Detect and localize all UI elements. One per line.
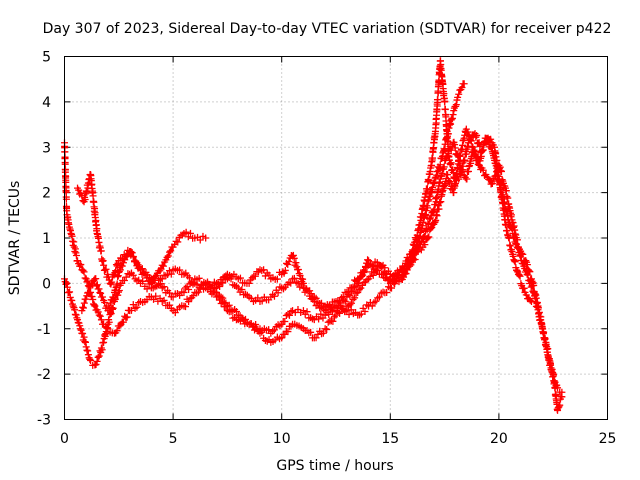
y-tick-label: -2	[37, 367, 51, 383]
x-tick-label: 0	[60, 431, 69, 447]
chart-title: Day 307 of 2023, Sidereal Day-to-day VTE…	[43, 21, 612, 37]
y-tick-label: 0	[42, 276, 51, 292]
plot-frame	[64, 56, 608, 420]
x-tick-label: 25	[599, 431, 617, 447]
x-tick-label: 5	[169, 431, 178, 447]
y-tick-label: 4	[42, 95, 51, 111]
y-tick-label: 3	[42, 140, 51, 156]
x-axis-label: GPS time / hours	[276, 458, 393, 474]
series-track-4	[78, 228, 210, 315]
series-markers	[74, 125, 535, 346]
x-tick-label: 10	[273, 431, 291, 447]
y-tick-label: 5	[42, 50, 51, 66]
y-tick-label: -1	[37, 322, 51, 338]
y-tick-label: 1	[42, 231, 51, 247]
series-markers	[78, 228, 210, 315]
series-markers	[213, 80, 468, 315]
series-track-5	[213, 80, 468, 315]
x-tick-label: 20	[490, 431, 508, 447]
y-tick-label: -3	[37, 413, 51, 429]
plot-area	[61, 57, 566, 414]
y-tick-label: 2	[42, 186, 51, 202]
series-track-3	[74, 125, 535, 346]
x-tick-label: 15	[381, 431, 399, 447]
y-axis-label: SDTVAR / TECUs	[7, 181, 23, 296]
